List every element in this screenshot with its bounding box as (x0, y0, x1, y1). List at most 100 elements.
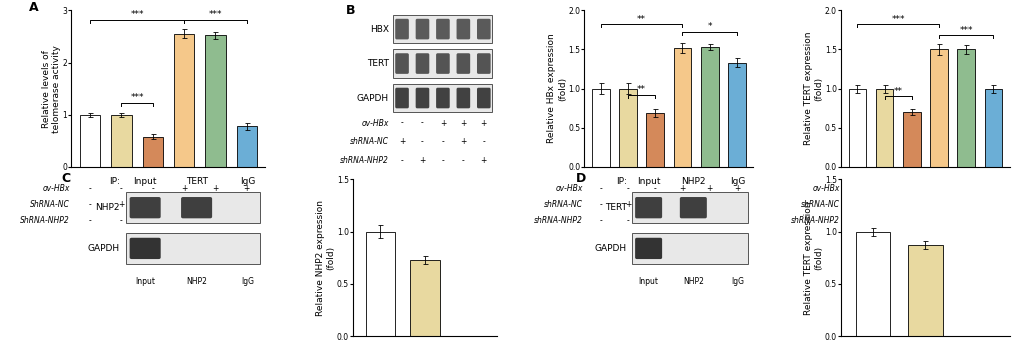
Text: Input: Input (136, 276, 155, 286)
Text: ***: *** (891, 15, 904, 24)
Y-axis label: Relative TERT expression
(fold): Relative TERT expression (fold) (803, 32, 822, 145)
Text: IgG: IgG (240, 177, 256, 186)
Text: C: C (61, 172, 70, 185)
Text: ShRNA-NHP2: ShRNA-NHP2 (20, 216, 69, 225)
Text: ov-HBx: ov-HBx (811, 185, 839, 193)
Text: +: + (908, 216, 914, 225)
Text: +: + (480, 119, 486, 128)
Text: shRNA-NHP2: shRNA-NHP2 (790, 216, 839, 225)
Text: shRNA-NC: shRNA-NC (543, 200, 583, 209)
Text: ov-HBx: ov-HBx (362, 119, 388, 128)
Text: Input: Input (133, 177, 157, 186)
Bar (700, 47, 717, 167)
FancyBboxPatch shape (457, 53, 470, 74)
Text: shRNA-NC: shRNA-NC (800, 200, 839, 209)
Text: -: - (151, 200, 154, 209)
Text: NHP2: NHP2 (96, 203, 120, 212)
Bar (631, 233, 748, 264)
FancyBboxPatch shape (436, 53, 449, 74)
Text: -: - (910, 185, 912, 193)
FancyBboxPatch shape (457, 19, 470, 39)
Text: -: - (653, 200, 656, 209)
Text: -: - (441, 138, 444, 146)
Text: ov-HBx: ov-HBx (555, 185, 583, 193)
Text: +: + (934, 185, 942, 193)
Text: +: + (480, 156, 486, 165)
FancyBboxPatch shape (394, 88, 409, 108)
Bar (79, 115, 100, 167)
Bar (728, 63, 745, 167)
Text: +: + (212, 200, 218, 209)
Text: +: + (118, 200, 124, 209)
Text: +: + (180, 185, 187, 193)
Text: IP:: IP: (615, 177, 626, 186)
Bar (848, 88, 865, 167)
FancyBboxPatch shape (477, 19, 490, 39)
Text: shRNA-NHP2: shRNA-NHP2 (340, 156, 388, 165)
Bar (875, 88, 893, 167)
Text: **: ** (637, 15, 645, 24)
Text: -: - (214, 216, 217, 225)
FancyBboxPatch shape (457, 88, 470, 108)
Text: +: + (625, 200, 631, 209)
Text: -: - (653, 185, 656, 193)
FancyBboxPatch shape (635, 197, 661, 218)
Text: -: - (707, 216, 710, 225)
Text: NHP2: NHP2 (186, 276, 207, 286)
Text: -: - (120, 185, 122, 193)
Text: -: - (681, 200, 683, 209)
Text: +: + (244, 216, 250, 225)
Text: Input: Input (636, 177, 659, 186)
Text: ***: *** (959, 26, 972, 35)
Text: A: A (29, 1, 39, 14)
FancyBboxPatch shape (416, 19, 429, 39)
FancyBboxPatch shape (635, 238, 661, 259)
Text: HBX: HBX (370, 25, 388, 34)
Bar (410, 260, 439, 336)
Text: +: + (962, 200, 968, 209)
Text: -: - (936, 200, 940, 209)
Text: +: + (706, 200, 712, 209)
Bar (591, 88, 609, 167)
Text: *: * (707, 22, 711, 32)
Text: B: B (345, 4, 356, 17)
Text: TERT: TERT (604, 203, 626, 212)
Bar (125, 192, 260, 223)
Text: -: - (626, 216, 629, 225)
Text: +: + (212, 185, 218, 193)
Text: ***: *** (130, 10, 144, 19)
Text: -: - (599, 185, 601, 193)
FancyBboxPatch shape (416, 53, 429, 74)
Text: -: - (855, 200, 858, 209)
Bar (957, 49, 974, 167)
Text: +: + (733, 185, 740, 193)
Text: -: - (89, 185, 92, 193)
Bar (646, 113, 663, 167)
Text: +: + (439, 119, 445, 128)
Bar (673, 48, 691, 167)
Text: ShRNA-NC: ShRNA-NC (30, 200, 69, 209)
Text: +: + (880, 200, 887, 209)
Text: +: + (460, 119, 466, 128)
Bar (929, 49, 947, 167)
FancyBboxPatch shape (394, 19, 409, 39)
Text: IP:: IP: (109, 177, 120, 186)
FancyBboxPatch shape (394, 53, 409, 74)
Text: +: + (398, 138, 405, 146)
Text: +: + (706, 185, 712, 193)
Text: TERT: TERT (367, 59, 388, 68)
Bar (143, 137, 163, 167)
Text: -: - (882, 185, 886, 193)
Text: +: + (460, 138, 466, 146)
Text: -: - (991, 200, 994, 209)
Text: NHP2: NHP2 (681, 177, 705, 186)
Text: shRNA-NHP2: shRNA-NHP2 (534, 216, 583, 225)
Text: -: - (462, 156, 465, 165)
Bar (907, 245, 942, 336)
FancyBboxPatch shape (416, 88, 429, 108)
Text: -: - (89, 200, 92, 209)
FancyBboxPatch shape (436, 19, 449, 39)
Text: IgG: IgG (731, 276, 744, 286)
Text: -: - (482, 138, 485, 146)
Text: -: - (421, 138, 424, 146)
